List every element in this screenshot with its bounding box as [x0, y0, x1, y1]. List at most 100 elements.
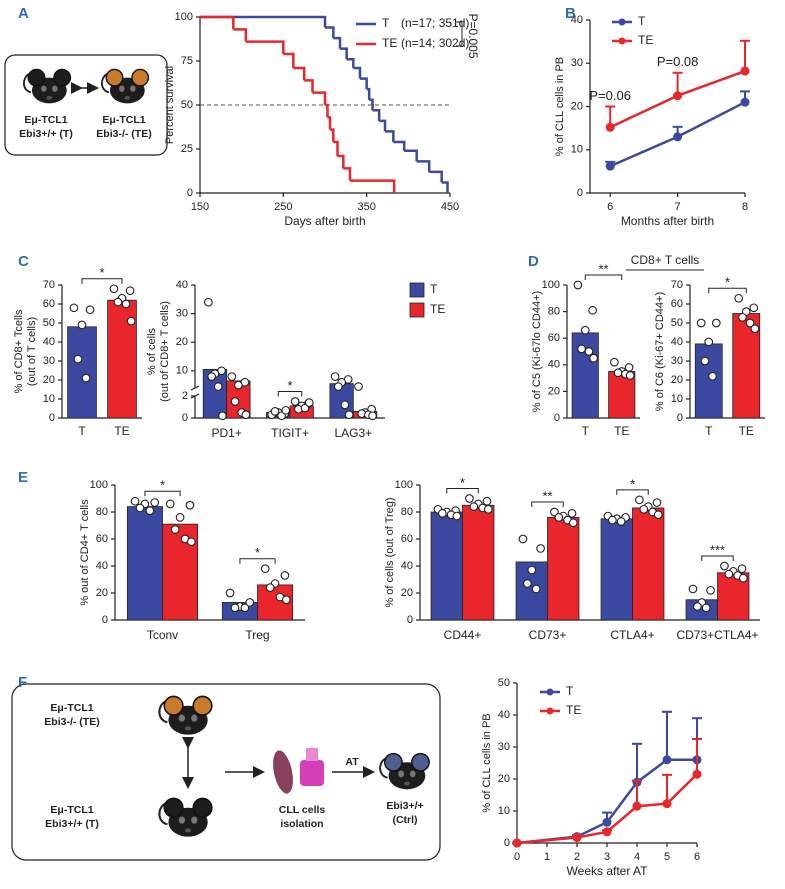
- survival-step: [245, 40, 285, 54]
- significance-label: **: [598, 261, 608, 276]
- legend-swatch: [546, 688, 554, 696]
- survival-step: [441, 181, 449, 193]
- significance-bracket: [446, 488, 479, 494]
- x-tick-label: 6: [694, 851, 700, 863]
- x-tick-label: T: [78, 424, 86, 438]
- data-point: [113, 297, 123, 307]
- legend-label: T: [430, 282, 438, 296]
- y-tick-label: 80: [96, 506, 108, 518]
- arrow-label: AT: [345, 756, 359, 768]
- legend-label: TE: [382, 36, 397, 50]
- significance-bracket: [144, 490, 181, 497]
- significance-label: *: [725, 275, 730, 290]
- data-point: [290, 397, 300, 406]
- data-point: [245, 598, 255, 607]
- survival-step: [233, 28, 248, 42]
- bar: [67, 326, 97, 419]
- annotation: P=0.06: [589, 88, 631, 103]
- y-tick-label: 40: [498, 709, 510, 721]
- y-tick-label: 30: [671, 355, 683, 367]
- data-marker: [673, 132, 683, 142]
- y-tick-label: 25: [181, 143, 193, 155]
- data-point: [265, 583, 275, 592]
- x-tick-label: TIGIT+: [271, 426, 309, 440]
- x-tick-label: 450: [441, 201, 459, 213]
- data-marker: [602, 817, 612, 827]
- y-tick-label: 20: [176, 336, 188, 348]
- y-tick-label: 60: [401, 533, 413, 545]
- x-tick-label: 7: [675, 201, 681, 213]
- y-axis-label: % of CLL cells in PB: [554, 57, 566, 156]
- legend-swatch: [546, 707, 554, 715]
- data-point: [584, 347, 594, 356]
- legend-label: T: [638, 14, 646, 28]
- data-point: [340, 400, 350, 410]
- data-point: [554, 513, 564, 522]
- data-point: [260, 564, 270, 574]
- panel-label: D: [528, 253, 539, 270]
- survival-step: [200, 15, 327, 28]
- x-tick-label: 1: [544, 851, 550, 863]
- x-tick-label: 350: [357, 201, 375, 213]
- data-point: [126, 316, 136, 326]
- survival-step: [325, 26, 335, 39]
- data-point: [185, 500, 195, 510]
- y-tick-label: 100: [542, 279, 560, 291]
- y-tick-label: 70: [43, 279, 55, 291]
- axis-break: [190, 385, 200, 391]
- x-tick-label: 250: [274, 201, 292, 213]
- tube-icon: [306, 748, 318, 761]
- significance-bracket: [81, 278, 123, 284]
- x-tick-label: 3: [604, 851, 610, 863]
- data-point: [109, 284, 119, 294]
- data-point: [270, 407, 280, 416]
- mouse-icon: [22, 68, 72, 105]
- bar: [632, 507, 665, 621]
- y-tick-label: 100: [90, 479, 108, 491]
- y-tick-label: 10: [43, 393, 55, 405]
- data-point: [567, 508, 577, 518]
- data-point: [469, 502, 479, 511]
- y-tick-label: 80: [401, 506, 413, 518]
- data-point: [745, 318, 755, 328]
- legend-swatch: [409, 282, 425, 298]
- x-tick-label: T: [705, 424, 713, 438]
- data-point: [280, 571, 290, 580]
- y-tick-label: 40: [571, 14, 583, 26]
- data-marker: [673, 91, 683, 101]
- significance-label: *: [460, 475, 465, 490]
- x-tick-label: 6: [607, 201, 613, 213]
- x-tick-label: 5: [664, 851, 670, 863]
- y-axis-label: % of CLL cells in PB: [481, 713, 493, 812]
- data-point: [227, 372, 237, 381]
- y-tick-label: 0: [102, 614, 108, 626]
- data-marker: [662, 755, 672, 765]
- significance-label: *: [160, 478, 165, 493]
- mouse-label: Ebi3+/+ (T): [19, 128, 73, 140]
- data-line: [516, 773, 698, 845]
- data-marker: [692, 769, 702, 779]
- data-point: [240, 603, 250, 613]
- y-axis-label: (out of T cells): [26, 317, 38, 386]
- y-tick-label: 75: [181, 55, 193, 67]
- data-marker: [602, 827, 612, 837]
- x-tick-label: CD73+: [529, 628, 567, 642]
- survival-step: [429, 170, 443, 183]
- significance-bracket: [701, 555, 734, 561]
- pvalue-label: P=0.005: [466, 13, 480, 58]
- y-tick-label: 20: [671, 374, 683, 386]
- data-point: [613, 368, 623, 378]
- survival-step: [293, 66, 306, 81]
- tube-icon: [300, 760, 324, 786]
- x-tick-label: CD73+CTLA4+: [676, 628, 758, 642]
- survival-step: [333, 36, 342, 49]
- pvalue-bracket: [456, 21, 463, 47]
- data-marker: [605, 122, 615, 132]
- x-axis-label: Weeks after AT: [567, 864, 649, 878]
- legend-swatch: [618, 37, 626, 45]
- y-tick-label: 2: [182, 390, 188, 402]
- y-axis-label: % of C6 (Ki-67+ CD44+): [654, 292, 666, 411]
- y-tick-label: 50: [43, 317, 55, 329]
- data-point: [333, 382, 343, 391]
- data-point: [150, 498, 160, 507]
